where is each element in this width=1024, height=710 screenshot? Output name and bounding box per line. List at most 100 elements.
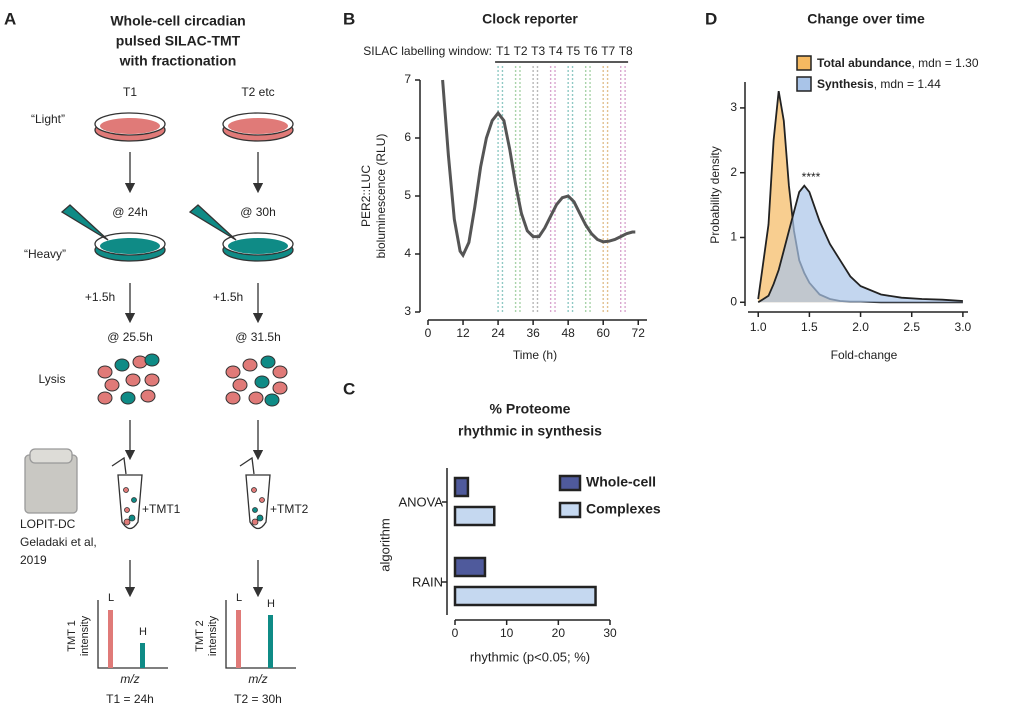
line — [441, 79, 636, 259]
x-tick-label: 2.5 — [903, 320, 920, 334]
y-tick-label: 2 — [730, 165, 737, 179]
x-tick-label: 20 — [552, 626, 566, 640]
annotation: SILAC labelling window: — [363, 44, 492, 58]
bar — [453, 476, 470, 498]
legend-swatch — [796, 55, 812, 71]
diagram-title: with fractionation — [119, 53, 237, 69]
window-label: T3 — [531, 44, 545, 58]
legend-swatch — [558, 501, 582, 519]
column-header: T1 — [123, 85, 137, 99]
legend-label: Complexes — [586, 501, 661, 517]
y-tick-label: 6 — [404, 130, 411, 144]
y-tick-label: 1 — [730, 230, 737, 244]
chart-title: rhythmic in synthesis — [458, 423, 602, 439]
spectrum-ylabel: TMT 1 — [66, 620, 78, 652]
peak-label: L — [236, 592, 242, 604]
y-axis-label: Probability density — [708, 146, 722, 243]
area-fill — [758, 185, 963, 303]
x-axis-label: rhythmic (p<0.05; %) — [470, 649, 590, 664]
peak-label: H — [139, 626, 147, 638]
x-tick-label: 30 — [603, 626, 617, 640]
window-label: T4 — [549, 44, 563, 58]
result-label: T1 = 24h — [106, 692, 154, 706]
window-label: T8 — [619, 44, 633, 58]
window-label: T5 — [566, 44, 580, 58]
x-tick-label: 48 — [561, 326, 575, 340]
x-tick-label: 3.0 — [955, 320, 972, 334]
spectrum-ylabel: intensity — [79, 615, 91, 656]
peak-label: H — [267, 598, 275, 610]
x-tick-label: 2.0 — [852, 320, 869, 334]
legend-name: Synthesis — [817, 77, 874, 91]
bar — [453, 505, 496, 527]
spectrum-ylabel: intensity — [207, 615, 219, 656]
peak-label: L — [108, 592, 114, 604]
y-axis-label: bioluminescence (RLU) — [374, 134, 388, 259]
x-tick-label: 1.0 — [750, 320, 767, 334]
chase-time: +1.5h — [85, 290, 115, 304]
pulse-time: @ 24h — [112, 205, 148, 219]
tmt-tag: +TMT2 — [270, 502, 309, 516]
y-tick-label: ANOVA — [398, 494, 443, 509]
window-label: T6 — [584, 44, 598, 58]
harvest-time: @ 25.5h — [107, 330, 153, 344]
chart-title: Clock reporter — [482, 11, 578, 27]
row-label: “Heavy” — [24, 247, 66, 261]
bar — [453, 585, 597, 607]
x-axis-label: Fold-change — [831, 348, 898, 362]
panel-label: A — [4, 9, 16, 28]
spectrum-xlabel: m/z — [120, 672, 139, 686]
row-label: Lysis — [39, 372, 66, 386]
y-tick-label: RAIN — [412, 574, 443, 589]
result-label: T2 = 30h — [234, 692, 282, 706]
density-line — [757, 184, 963, 304]
diagram-title: Whole-cell circadian — [110, 13, 245, 29]
x-tick-label: 60 — [597, 326, 611, 340]
legend-swatch — [796, 76, 812, 92]
harvest-time: @ 31.5h — [235, 330, 281, 344]
pulse-time: @ 30h — [240, 205, 276, 219]
diagram-title: pulsed SILAC-TMT — [116, 33, 241, 49]
x-tick-label: 10 — [500, 626, 514, 640]
y-axis-label: algorithm — [377, 518, 392, 571]
chart-title: Change over time — [807, 11, 925, 27]
panel-a-art — [24, 112, 296, 669]
legend-label: Total abundance, mdn = 1.30 — [817, 56, 979, 70]
y-axis-label: PER2::LUC — [359, 165, 373, 227]
instrument-label: 2019 — [20, 553, 47, 567]
legend-label: Synthesis, mdn = 1.44 — [817, 77, 941, 91]
instrument-label: LOPIT-DC — [20, 517, 76, 531]
chase-time: +1.5h — [213, 290, 243, 304]
chart-title: % Proteome — [490, 401, 571, 417]
legend-note: , mdn = 1.44 — [874, 77, 941, 91]
bar — [453, 556, 487, 578]
x-tick-label: 1.5 — [801, 320, 818, 334]
x-axis-label: Time (h) — [513, 348, 557, 362]
panel-label: B — [343, 9, 355, 28]
column-header: T2 etc — [241, 85, 274, 99]
x-tick-label: 0 — [425, 326, 432, 340]
x-tick-label: 0 — [452, 626, 459, 640]
x-tick-label: 36 — [526, 326, 540, 340]
y-tick-label: 3 — [730, 100, 737, 114]
x-tick-label: 12 — [456, 326, 470, 340]
x-tick-label: 72 — [632, 326, 646, 340]
window-label: T7 — [601, 44, 615, 58]
annotation: **** — [802, 170, 821, 184]
legend-label: Whole-cell — [586, 474, 656, 490]
y-tick-label: 5 — [404, 188, 411, 202]
legend-name: Total abundance — [817, 56, 912, 70]
legend-swatch — [558, 474, 582, 492]
x-tick-label: 24 — [491, 326, 505, 340]
legend-note: , mdn = 1.30 — [911, 56, 978, 70]
row-label: “Light” — [31, 112, 65, 126]
y-tick-label: 7 — [404, 72, 411, 86]
panel-label: C — [343, 379, 355, 398]
y-tick-label: 0 — [730, 294, 737, 308]
window-label: T2 — [514, 44, 528, 58]
window-label: T1 — [496, 44, 510, 58]
tmt-tag: +TMT1 — [142, 502, 181, 516]
y-tick-label: 4 — [404, 246, 411, 260]
y-tick-label: 3 — [404, 304, 411, 318]
spectrum-ylabel: TMT 2 — [194, 620, 206, 652]
